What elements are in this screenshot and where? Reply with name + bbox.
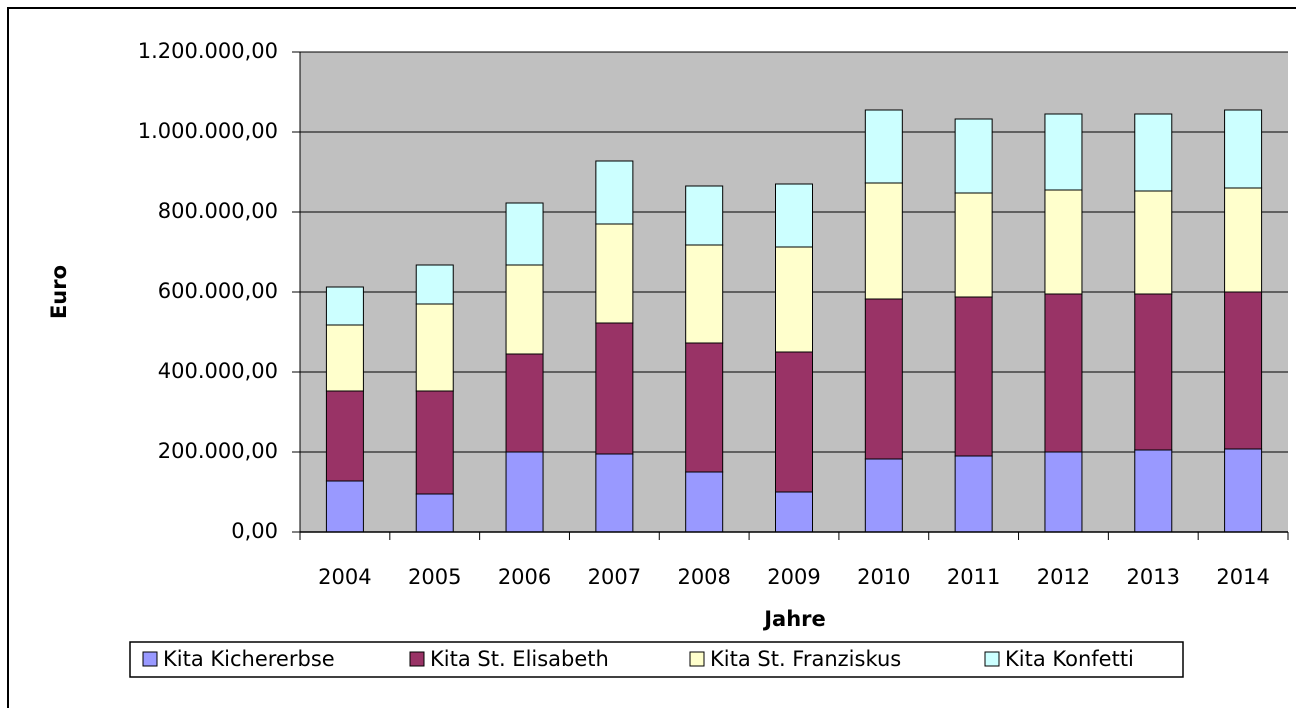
bar-segment bbox=[325, 390, 364, 482]
bar-segment bbox=[1044, 451, 1083, 533]
x-tick-label: 2013 bbox=[1127, 565, 1180, 589]
y-axis-label: Euro bbox=[47, 265, 71, 319]
bar-segment bbox=[864, 298, 903, 460]
bar-segment bbox=[954, 455, 993, 533]
bar-segment bbox=[685, 342, 724, 473]
legend-label: Kita Konfetti bbox=[1005, 647, 1134, 671]
x-tick-label: 2009 bbox=[767, 565, 820, 589]
bar-segment bbox=[864, 182, 903, 300]
bar-segment bbox=[954, 118, 993, 194]
x-tick-label: 2008 bbox=[677, 565, 730, 589]
y-tick-label: 0,00 bbox=[231, 519, 278, 543]
x-tick-label: 2005 bbox=[408, 565, 461, 589]
bar-segment bbox=[1224, 291, 1263, 450]
bar-segment bbox=[1134, 449, 1173, 533]
x-tick-label: 2011 bbox=[947, 565, 1000, 589]
bar-segment bbox=[685, 244, 724, 344]
bar-segment bbox=[1134, 293, 1173, 451]
bar-segment bbox=[775, 246, 813, 353]
bar-segment bbox=[954, 192, 993, 298]
y-tick-label: 800.000,00 bbox=[158, 199, 278, 223]
x-tick-label: 2014 bbox=[1216, 565, 1269, 589]
y-tick-label: 1.200.000,00 bbox=[138, 39, 278, 63]
bar-segment bbox=[505, 202, 544, 266]
bar-segment bbox=[595, 160, 634, 225]
bar-segment bbox=[505, 264, 544, 355]
bar-segment bbox=[1044, 189, 1083, 295]
x-tick-label: 2012 bbox=[1037, 565, 1090, 589]
bar-segment bbox=[415, 493, 454, 533]
legend-swatch bbox=[984, 651, 1000, 667]
legend-swatch bbox=[689, 651, 705, 667]
legend-swatch bbox=[142, 651, 158, 667]
bar-segment bbox=[864, 458, 903, 533]
bar-segment bbox=[1134, 190, 1173, 295]
legend-label: Kita St. Franziskus bbox=[710, 647, 901, 671]
bar-segment bbox=[864, 109, 903, 184]
y-tick-label: 600.000,00 bbox=[158, 279, 278, 303]
legend-label: Kita St. Elisabeth bbox=[430, 647, 609, 671]
bar-segment bbox=[1134, 113, 1173, 192]
bar-segment bbox=[1044, 113, 1083, 191]
bar-segment bbox=[775, 491, 813, 533]
x-tick-label: 2010 bbox=[857, 565, 910, 589]
bar-segment bbox=[595, 453, 634, 533]
bar-segment bbox=[685, 471, 724, 533]
bar-segment bbox=[1224, 109, 1263, 189]
x-tick-label: 2004 bbox=[318, 565, 371, 589]
bar-segment bbox=[325, 480, 364, 533]
bar-segment bbox=[1044, 293, 1083, 453]
bar-segment bbox=[1224, 187, 1263, 293]
bar-segment bbox=[954, 296, 993, 457]
bar-segment bbox=[325, 324, 364, 392]
bar-segment bbox=[415, 303, 454, 392]
y-tick-label: 400.000,00 bbox=[158, 359, 278, 383]
bar-segment bbox=[775, 183, 813, 248]
y-tick-label: 1.000.000,00 bbox=[138, 119, 278, 143]
x-tick-label: 2006 bbox=[498, 565, 551, 589]
bar-segment bbox=[415, 390, 454, 495]
bar-segment bbox=[685, 185, 724, 246]
bar-segment bbox=[775, 351, 813, 493]
legend-box bbox=[129, 641, 1184, 678]
x-tick-label: 2007 bbox=[588, 565, 641, 589]
bar-segment bbox=[595, 223, 634, 324]
bar-segment bbox=[595, 322, 634, 455]
x-axis-label: Jahre bbox=[762, 607, 826, 631]
y-tick-label: 200.000,00 bbox=[158, 439, 278, 463]
bar-segment bbox=[1224, 448, 1263, 533]
legend-label: Kita Kichererbse bbox=[163, 647, 335, 671]
bar-segment bbox=[325, 286, 364, 326]
bar-segment bbox=[505, 451, 544, 533]
legend-swatch bbox=[409, 651, 425, 667]
bar-segment bbox=[415, 264, 454, 305]
bar-segment bbox=[505, 353, 544, 453]
